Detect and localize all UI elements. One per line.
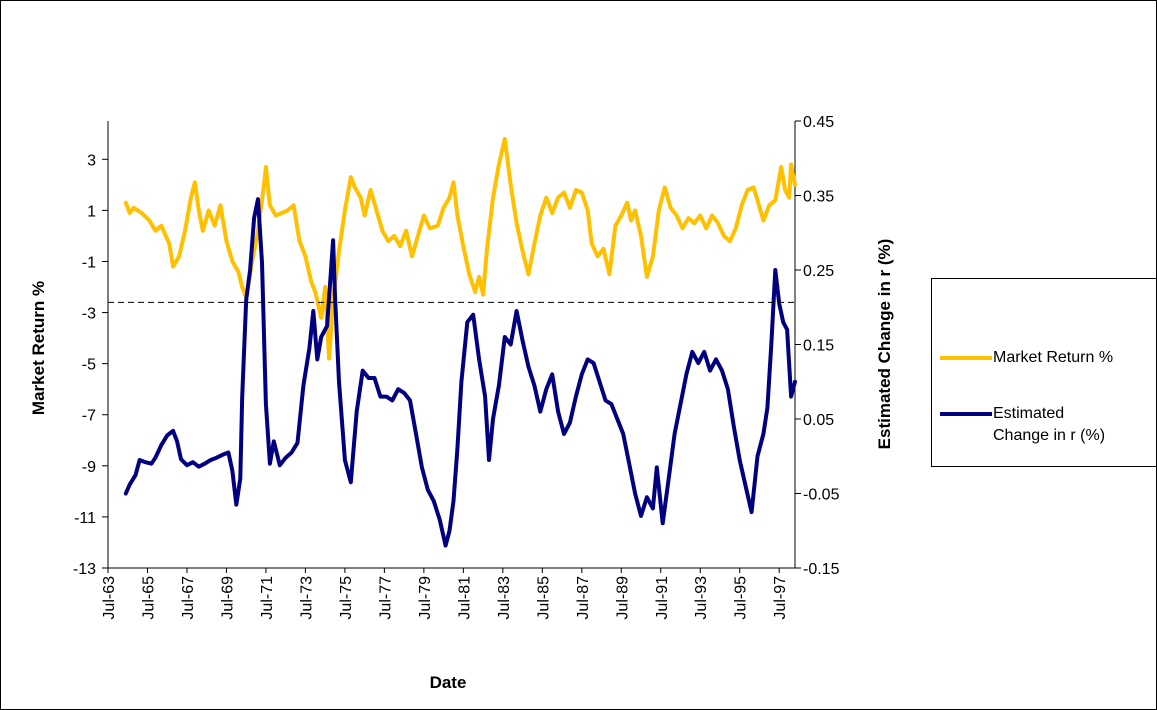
legend-label-estimated-change: Estimated Change in r (%) (993, 403, 1153, 447)
left-y-tick-label: 3 (87, 152, 96, 169)
legend-swatch-market-return (940, 356, 992, 360)
right-y-tick-label: -0.15 (803, 561, 840, 578)
x-tick-label: Jul-69 (219, 576, 236, 620)
x-tick-label: Jul-89 (614, 576, 631, 620)
legend: Market Return % Estimated Change in r (%… (931, 278, 1157, 467)
left-y-tick-label: -7 (82, 408, 96, 425)
chart-axes (102, 120, 801, 573)
right-y-tick-label: 0.35 (803, 189, 834, 206)
legend-label-line-2: Change in r (%) (993, 427, 1106, 444)
legend-label-market-return: Market Return % (993, 349, 1114, 366)
x-tick-label: Jul-71 (259, 576, 276, 620)
right-y-tick-label: 0.45 (803, 114, 834, 131)
x-tick-label: Jul-97 (772, 576, 789, 620)
series-line-estimated-change (123, 197, 797, 548)
left-y-tick-label: -1 (82, 254, 96, 271)
right-y-tick-label: -0.05 (803, 487, 840, 504)
right-y-tick-label: 0.15 (803, 338, 834, 355)
x-tick-label: Jul-85 (535, 576, 552, 620)
left-y-tick-label: -3 (82, 306, 96, 323)
x-tick-label: Jul-75 (338, 576, 355, 620)
right-y-axis-title: Estimated Change in r (%) (875, 239, 894, 450)
x-tick-label: Jul-83 (496, 576, 513, 620)
labels-layer: 3 1 -1 -3 -5 -7 -9 -11 -13 0.45 0.35 0.25 0.15 0.05 -0… (73, 114, 840, 620)
x-tick-label: Jul-93 (693, 576, 710, 620)
x-tick-label: Jul-91 (654, 576, 671, 620)
x-tick-label: Jul-79 (417, 576, 434, 620)
legend-label-line-1: Estimated (993, 405, 1065, 422)
x-tick-label: Jul-95 (733, 576, 750, 620)
left-y-tick-label: 1 (87, 203, 96, 220)
right-y-tick-label: 0.25 (803, 263, 834, 280)
left-y-tick-label: -13 (73, 561, 96, 578)
x-tick-label: Jul-65 (140, 576, 157, 620)
x-tick-label: Jul-63 (101, 576, 118, 620)
series-layer (108, 136, 797, 548)
left-y-tick-label: -9 (82, 459, 96, 476)
x-tick-label: Jul-81 (456, 576, 473, 620)
legend-swatch-estimated-change (940, 412, 992, 416)
left-y-tick-label: -11 (74, 510, 96, 527)
x-axis-title: Date (430, 673, 467, 692)
series-line-market-return (123, 136, 797, 361)
x-tick-label: Jul-73 (298, 576, 315, 620)
x-tick-label: Jul-77 (377, 576, 394, 620)
left-y-axis-title: Market Return % (29, 281, 48, 415)
x-tick-label: Jul-87 (575, 576, 592, 620)
right-y-tick-label: 0.05 (803, 412, 834, 429)
x-tick-label: Jul-67 (180, 576, 197, 620)
left-y-tick-label: -5 (82, 357, 96, 374)
